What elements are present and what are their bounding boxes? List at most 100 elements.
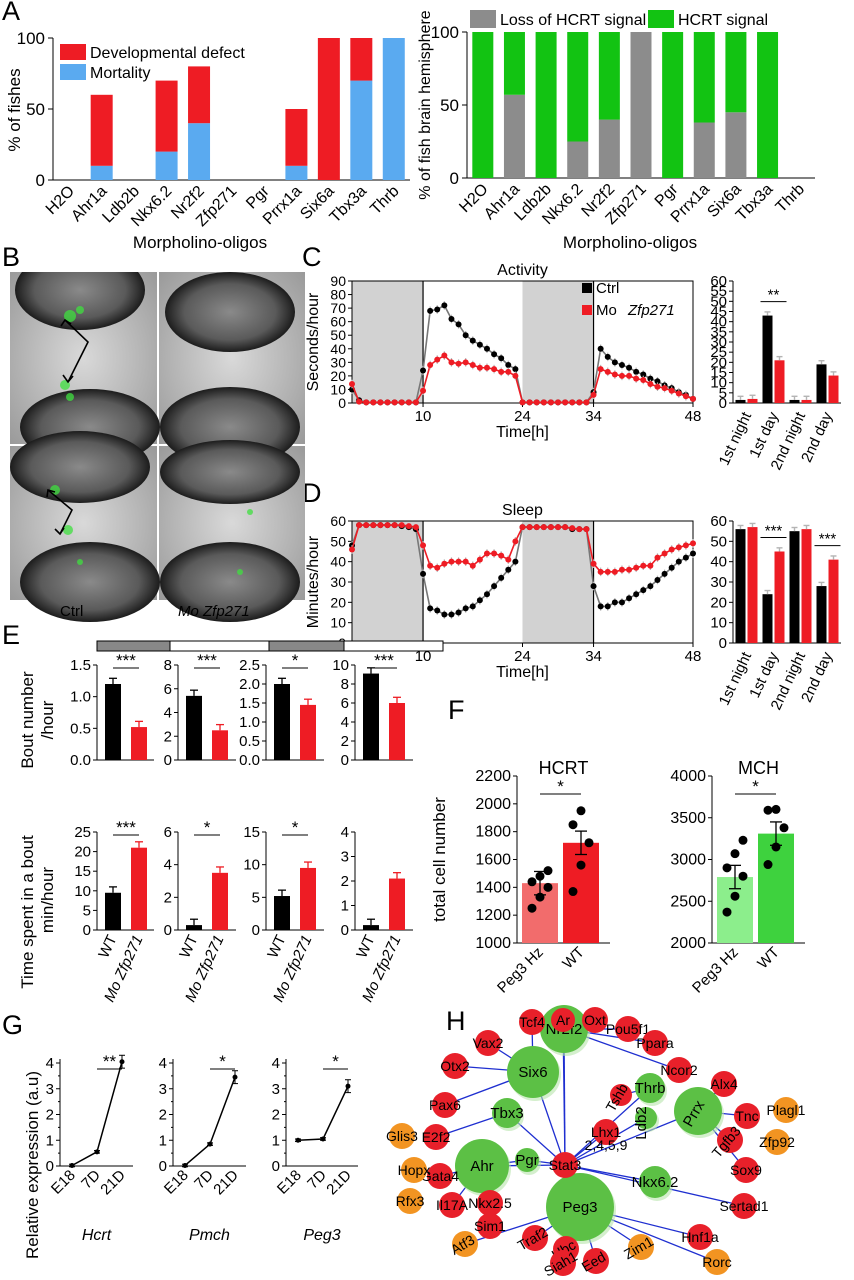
data-point-mo xyxy=(611,568,618,575)
node-Tgfb3 xyxy=(717,1127,743,1153)
data-point-mo xyxy=(583,399,590,406)
y-tick-label: 6 xyxy=(341,695,349,712)
node-Plagl1 xyxy=(773,1097,799,1123)
data-point-mo xyxy=(690,540,696,547)
data-point-mo xyxy=(498,552,505,559)
y-tick-label: 4 xyxy=(272,1055,280,1072)
y-tick-label: 25 xyxy=(74,824,91,841)
data-point-ctrl xyxy=(441,611,448,618)
y-tick-label: 0 xyxy=(341,922,349,939)
y-tick-label: 30 xyxy=(710,334,727,351)
data-point-mo xyxy=(398,399,405,406)
legend-label: Developmental defect xyxy=(90,45,245,62)
data-point-ctrl xyxy=(498,355,505,362)
node-Ldb2 xyxy=(635,1107,657,1129)
bar-wt xyxy=(186,695,202,760)
data-point-mo xyxy=(626,372,633,379)
data-point-mo xyxy=(555,524,562,531)
y-tick-label: 1.5 xyxy=(70,657,91,674)
node-Traf2 xyxy=(522,1225,548,1251)
data-point-mo xyxy=(555,399,562,406)
legend-swatch xyxy=(60,64,86,80)
bar-Six6a-signal xyxy=(725,32,747,113)
y-tick-label: 0 xyxy=(36,171,45,190)
bar-Pgr-signal xyxy=(662,32,684,178)
node-Siah1 xyxy=(550,1250,576,1276)
data-point-mo xyxy=(519,399,526,406)
data-point-ctrl xyxy=(597,345,604,352)
distance-arrows xyxy=(46,318,89,536)
significance-label: ** xyxy=(768,287,780,304)
dark-period xyxy=(352,521,424,643)
panel-b-micrographs xyxy=(10,272,305,622)
node-label: Stat3 xyxy=(549,1157,582,1173)
y-tick-label: 0 xyxy=(719,395,727,412)
data-point-mo xyxy=(562,399,569,406)
bar-2nd-day-ctrl xyxy=(816,364,827,403)
data-point-mo xyxy=(491,366,498,373)
data-point xyxy=(535,892,545,902)
panel-letter-a: A xyxy=(2,0,21,26)
data-point-mo xyxy=(462,359,469,366)
expression-line xyxy=(297,1085,349,1141)
y-tick-label: 70 xyxy=(330,300,346,316)
y-tick-label: 3000 xyxy=(670,852,706,869)
node-Zfp92 xyxy=(764,1129,790,1155)
data-point-ctrl xyxy=(647,583,654,590)
node-Six6 xyxy=(507,1046,559,1098)
node-Ar xyxy=(551,1008,575,1032)
y-tick-label: 50 xyxy=(710,533,727,550)
light-dark-strip xyxy=(268,640,345,652)
data-point-ctrl xyxy=(668,564,675,571)
x-tick-label: WT xyxy=(176,933,201,961)
y-tick-label: 0 xyxy=(83,922,91,939)
node-Atf3 xyxy=(452,1231,478,1257)
data-point-mo xyxy=(526,524,533,531)
data-point-mo xyxy=(675,390,682,397)
data-point-mo xyxy=(640,562,647,569)
micrograph-tiles xyxy=(10,272,305,622)
panel-b-label-ctrl: Ctrl xyxy=(60,603,84,620)
x-axis-label: Time[h] xyxy=(496,664,549,681)
legend-label: Ctrl xyxy=(596,280,619,297)
data-point-ctrl xyxy=(512,366,519,373)
panel-letter-f: F xyxy=(448,695,465,725)
data-point-mo xyxy=(682,393,689,400)
data-point-ctrl xyxy=(690,550,696,557)
expression-line xyxy=(184,1076,236,1167)
node-Rfx3 xyxy=(397,1188,423,1214)
data-point-ctrl xyxy=(455,609,462,616)
legend-swatch xyxy=(648,10,674,28)
y-tick-label: 2.5 xyxy=(239,657,260,674)
data-point-ctrl xyxy=(654,378,661,385)
node-Rorc xyxy=(704,1249,730,1275)
panel-letter-d: D xyxy=(302,478,322,508)
data-point-mo xyxy=(661,550,668,557)
node-Nkx2.5 xyxy=(477,1190,503,1216)
node-label: Rorc xyxy=(702,1254,732,1270)
bar-mo xyxy=(300,867,316,930)
bar-1st-night-mo xyxy=(747,527,758,643)
significance-label: * xyxy=(752,777,759,796)
significance-label: * xyxy=(557,777,564,796)
y-tick-label: 10 xyxy=(330,381,346,397)
data-point-mo xyxy=(540,524,547,531)
y-tick-label: 45 xyxy=(710,304,727,321)
y-tick-label: 0 xyxy=(159,1158,167,1175)
bar-Ahr1a-loss xyxy=(503,94,525,178)
data-point-ctrl xyxy=(661,570,668,577)
node-label: Tnc xyxy=(735,1108,758,1124)
y-tick-label: 1.0 xyxy=(70,689,91,706)
node-label: Rfx3 xyxy=(396,1193,425,1209)
y-tick-label: 2000 xyxy=(670,935,706,952)
data-point-ctrl xyxy=(462,332,469,339)
x-tick-label: 34 xyxy=(585,408,602,425)
data-point xyxy=(568,820,578,830)
node-label: E2f2 xyxy=(422,1129,451,1145)
y-tick-label: 30 xyxy=(710,574,727,591)
data-point-mo xyxy=(519,524,526,531)
node-Il17A xyxy=(439,1192,465,1218)
y-tick-label: 50 xyxy=(710,293,727,310)
node-Gata4 xyxy=(427,1163,453,1189)
